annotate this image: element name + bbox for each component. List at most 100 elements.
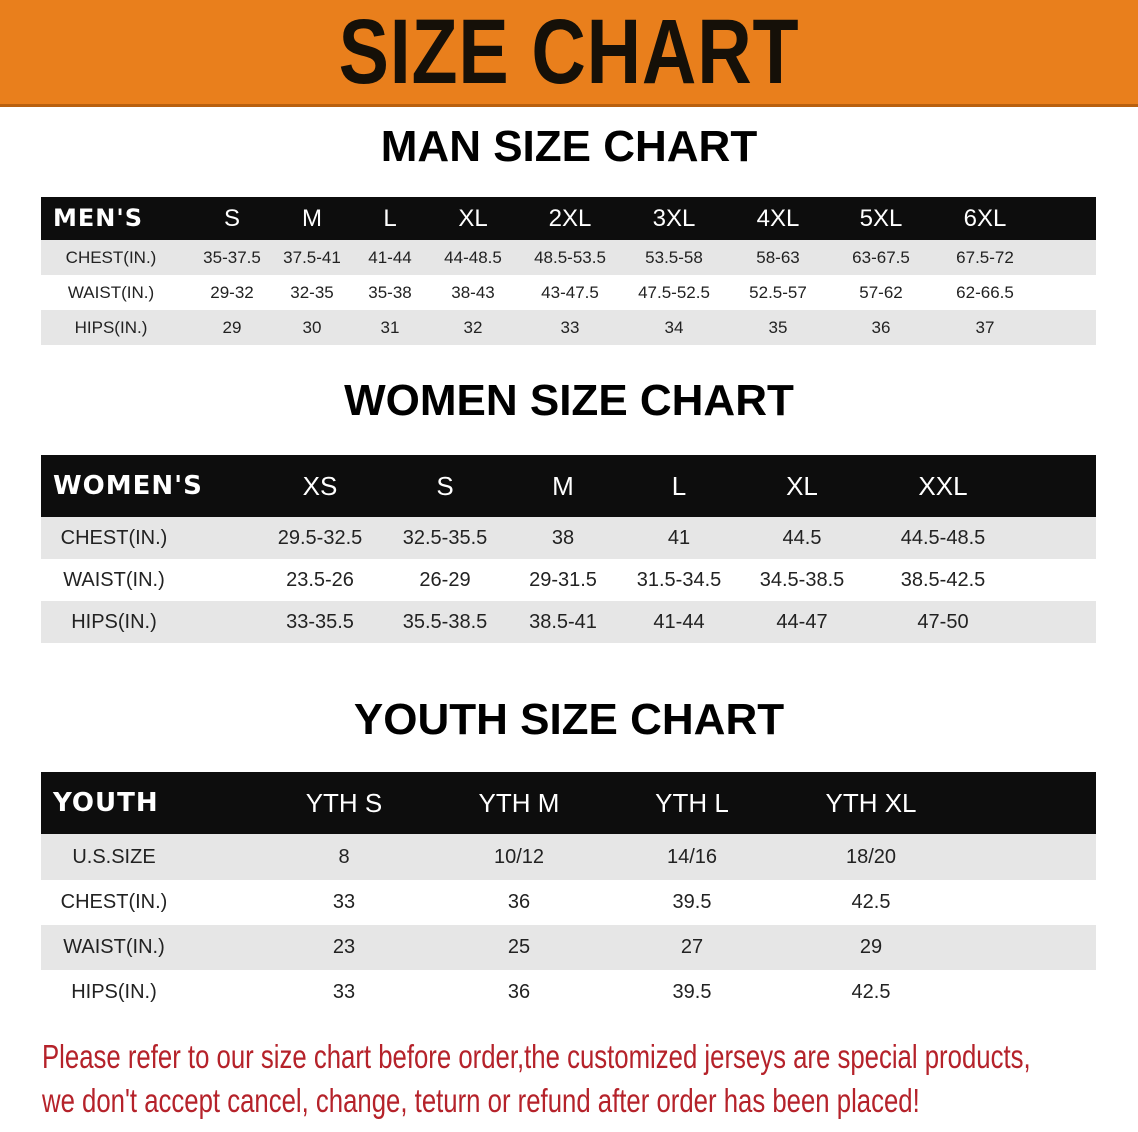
measurement-value: 32.5-35.5: [402, 527, 488, 549]
measurement-value: 58-63: [756, 248, 800, 267]
measurement-value: 62-66.5: [956, 283, 1014, 302]
measurement-value: 33: [332, 981, 356, 1003]
table-group-label: YOUTH: [53, 788, 159, 818]
size-header: XL: [786, 471, 818, 501]
size-header: YTH L: [655, 788, 729, 818]
measurement-label: WAIST(IN.): [63, 569, 165, 591]
size-header: XS: [302, 471, 338, 501]
measurement-value: 26-29: [419, 569, 471, 591]
table-header-row: WOMEN'S XS S M L XL XXL: [41, 455, 1096, 517]
measurement-label: HIPS(IN.): [74, 318, 148, 337]
measurement-value: 14/16: [666, 846, 718, 868]
measurement-value: 29: [222, 318, 242, 337]
measurement-value: 29.5-32.5: [277, 527, 363, 549]
measurement-value: 10/12: [493, 846, 545, 868]
men-chart-title: MAN SIZE CHART: [380, 122, 758, 171]
measurement-value: 42.5: [851, 891, 891, 913]
measurement-value: 44-47: [776, 611, 828, 633]
women-chart-title: WOMEN SIZE CHART: [344, 376, 794, 425]
youth-size-table: YOUTH YTH S YTH M YTH L YTH XL U.S.SIZE 8 10/12…: [41, 772, 1096, 1015]
measurement-value: 41-44: [653, 611, 705, 633]
measurement-label: HIPS(IN.): [71, 611, 157, 633]
measurement-label: U.S.SIZE: [72, 846, 156, 868]
measurement-value: 44.5: [782, 527, 822, 549]
measurement-value: 53.5-58: [645, 248, 703, 267]
measurement-value: 32: [463, 318, 483, 337]
measurement-value: 33: [332, 891, 356, 913]
measurement-value: 31: [380, 318, 400, 337]
measurement-value: 35.5-38.5: [402, 611, 488, 633]
measurement-value: 57-62: [859, 283, 903, 302]
measurement-value: 37: [975, 318, 995, 337]
measurement-label: WAIST(IN.): [67, 283, 155, 302]
measurement-value: 38.5-41: [529, 611, 597, 633]
measurement-value: 44.5-48.5: [900, 527, 986, 549]
measurement-value: 31.5-34.5: [636, 569, 722, 591]
measurement-value: 38.5-42.5: [900, 569, 986, 591]
table-group-label: WOMEN'S: [53, 471, 203, 501]
size-header: YTH M: [478, 788, 560, 818]
table-row: U.S.SIZE 8 10/12 14/16 18/20: [41, 834, 1096, 880]
size-header: S: [436, 471, 454, 501]
table-row: HIPS(IN.) 29 30 31 32 33 34 35 36 37: [41, 310, 1096, 345]
measurement-value: 27: [680, 936, 704, 958]
policy-note-line-1: Please refer to our size chart before or…: [42, 1038, 1031, 1075]
size-header: 6XL: [963, 205, 1007, 232]
women-size-table: WOMEN'S XS S M L XL XXL CHEST(IN.) 29.5-32.5 32.5…: [41, 455, 1096, 643]
measurement-value: 47.5-52.5: [638, 283, 710, 302]
measurement-value: 32-35: [290, 283, 334, 302]
measurement-value: 33-35.5: [286, 611, 354, 633]
measurement-value: 29: [859, 936, 883, 958]
measurement-value: 38-43: [451, 283, 495, 302]
measurement-label: WAIST(IN.): [63, 936, 165, 958]
size-header: YTH XL: [825, 788, 917, 818]
measurement-value: 43-47.5: [541, 283, 599, 302]
measurement-value: 35-37.5: [203, 248, 261, 267]
banner-title: SIZE CHART: [338, 1, 800, 103]
measurement-value: 67.5-72: [956, 248, 1014, 267]
measurement-value: 29-32: [210, 283, 254, 302]
table-row: CHEST(IN.) 29.5-32.5 32.5-35.5 38 41 44.5 44.5…: [41, 517, 1096, 559]
measurement-value: 39.5: [672, 891, 712, 913]
measurement-value: 33: [560, 318, 580, 337]
table-header-row: MEN'S S M L XL 2XL 3XL 4XL 5XL 6XL: [41, 197, 1096, 240]
measurement-value: 23.5-26: [286, 569, 354, 591]
table-row: HIPS(IN.) 33 36 39.5 42.5: [41, 970, 1096, 1015]
measurement-value: 25: [507, 936, 531, 958]
table-row: WAIST(IN.) 23.5-26 26-29 29-31.5 31.5-34.5 34…: [41, 559, 1096, 601]
size-header: M: [552, 471, 574, 501]
measurement-value: 37.5-41: [283, 248, 341, 267]
measurement-value: 48.5-53.5: [534, 248, 606, 267]
table-row: CHEST(IN.) 33 36 39.5 42.5: [41, 880, 1096, 925]
table-row: HIPS(IN.) 33-35.5 35.5-38.5 38.5-41 41-44 44-…: [41, 601, 1096, 643]
measurement-value: 34: [664, 318, 684, 337]
measurement-value: 36: [507, 891, 531, 913]
measurement-value: 41-44: [368, 248, 412, 267]
measurement-value: 34.5-38.5: [759, 569, 845, 591]
youth-chart-title: YOUTH SIZE CHART: [353, 695, 785, 744]
measurement-value: 18/20: [845, 846, 897, 868]
size-header: 2XL: [548, 205, 592, 232]
table-group-label: MEN'S: [53, 204, 143, 232]
measurement-label: CHEST(IN.): [65, 248, 157, 267]
measurement-label: CHEST(IN.): [60, 527, 168, 549]
size-header: M: [302, 205, 322, 232]
size-header: XL: [458, 205, 488, 232]
measurement-value: 52.5-57: [749, 283, 807, 302]
men-size-table: MEN'S S M L XL 2XL 3XL 4XL 5XL 6XL CHEST(IN.) 35-37…: [41, 197, 1096, 345]
banner: SIZE CHART: [0, 0, 1138, 107]
size-header: 3XL: [652, 205, 696, 232]
size-header: L: [671, 471, 687, 501]
measurement-value: 41: [667, 527, 691, 549]
measurement-value: 29-31.5: [529, 569, 597, 591]
table-header-row: YOUTH YTH S YTH M YTH L YTH XL: [41, 772, 1096, 834]
size-header: L: [383, 205, 397, 232]
table-row: WAIST(IN.) 23 25 27 29: [41, 925, 1096, 970]
measurement-value: 39.5: [672, 981, 712, 1003]
size-header: 4XL: [756, 205, 800, 232]
measurement-value: 23: [332, 936, 356, 958]
size-header: XXL: [918, 471, 968, 501]
measurement-value: 47-50: [917, 611, 969, 633]
measurement-value: 35: [768, 318, 788, 337]
table-row: CHEST(IN.) 35-37.5 37.5-41 41-44 44-48.5 48.5…: [41, 240, 1096, 275]
